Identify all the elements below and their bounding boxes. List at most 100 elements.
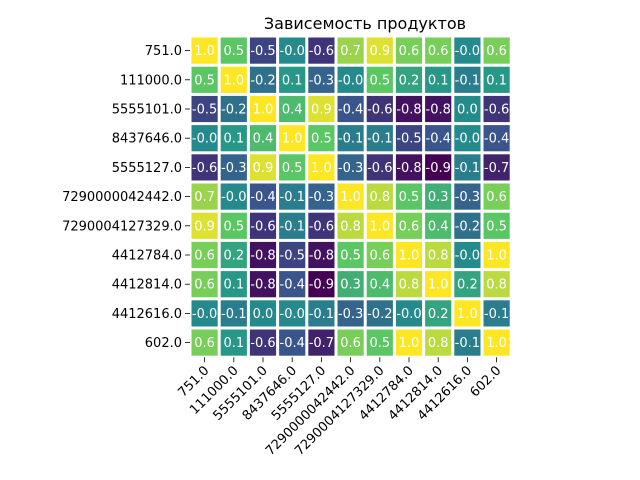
y-tick-label: 7290004127329.0 — [62, 219, 182, 234]
cell-value-label: -0.6 — [484, 103, 509, 118]
cell-value-label: -0.0 — [280, 44, 305, 59]
heatmap-cell — [395, 154, 423, 181]
cell-value-label: 0.6 — [399, 219, 420, 234]
heatmap-cell — [249, 300, 277, 327]
heatmap-cell — [395, 183, 423, 210]
cell-value-label: 0.6 — [194, 249, 215, 264]
cell-value-label: -0.1 — [455, 161, 480, 176]
cell-value-label: 0.8 — [486, 278, 507, 293]
cell-value-label: 0.4 — [282, 103, 303, 118]
y-tick-label: 5555127.0 — [112, 161, 182, 176]
cell-value-label: -0.3 — [309, 73, 334, 88]
heatmap-cell — [191, 241, 218, 269]
y-tick-labels: 751.0 111000.0 5555101.0 8437646.0 5555127.0… — [62, 44, 190, 351]
heatmap-cell — [279, 183, 306, 210]
heatmap-cell — [308, 125, 335, 152]
cell-value-label: 1.0 — [253, 103, 274, 118]
heatmap-cell — [395, 212, 423, 239]
heatmap-cell — [483, 125, 510, 152]
heatmap-cell — [454, 329, 481, 356]
heatmap-cell — [220, 271, 247, 298]
cell-value-label: 1.0 — [282, 132, 303, 147]
heatmap-cell — [395, 125, 423, 152]
heatmap-cell — [191, 183, 218, 210]
cell-value-label: 0.6 — [428, 44, 449, 59]
cell-value-label: -0.4 — [280, 336, 305, 351]
heatmap-cell — [425, 241, 452, 269]
cell-value-label: 0.4 — [369, 278, 390, 293]
heatmap-cell — [395, 95, 423, 123]
cell-value-label: -0.6 — [250, 336, 275, 351]
heatmap-cell — [395, 241, 423, 269]
cell-value-label: -0.3 — [221, 161, 246, 176]
cell-value-label: 0.5 — [282, 161, 303, 176]
heatmap-cell — [395, 66, 423, 93]
cell-value-label: 0.6 — [399, 44, 420, 59]
cell-value-label: 0.1 — [223, 336, 244, 351]
heatmap-cell — [249, 241, 277, 269]
cell-value-label: 0.9 — [369, 44, 390, 59]
cell-value-label: 0.5 — [369, 336, 390, 351]
heatmap-cell — [308, 183, 335, 210]
heatmap-cell — [279, 37, 306, 64]
heatmap-cell — [366, 300, 393, 327]
heatmap-cell — [483, 183, 510, 210]
cell-value-label: -0.3 — [338, 161, 363, 176]
cell-value-label: 0.4 — [428, 219, 449, 234]
cell-value-label: -0.5 — [396, 132, 421, 147]
cell-value-label: -0.7 — [484, 161, 509, 176]
heatmap-cell — [191, 125, 218, 152]
cell-value-label: -0.2 — [455, 219, 480, 234]
y-tick-label: 4412814.0 — [112, 278, 182, 293]
heatmap-cell — [220, 37, 247, 64]
heatmap-cell — [279, 329, 306, 356]
cell-value-label: -0.1 — [455, 73, 480, 88]
heatmap-cell — [337, 95, 364, 123]
cell-value-label: 0.2 — [428, 307, 449, 322]
heatmap-cell — [483, 95, 510, 123]
heatmap-cell — [220, 329, 247, 356]
heatmap-cell — [279, 154, 306, 181]
cell-value-label: -0.6 — [367, 103, 392, 118]
heatmap-cell — [220, 95, 247, 123]
heatmap-cell — [337, 329, 364, 356]
cell-value-label: -0.0 — [455, 249, 480, 264]
heatmap-cell — [308, 37, 335, 64]
y-tick-label: 111000.0 — [120, 73, 182, 88]
cell-value-label: 0.1 — [428, 73, 449, 88]
heatmap-cell — [483, 300, 510, 327]
heatmap-cell — [220, 125, 247, 152]
cell-value-label: -0.0 — [221, 190, 246, 205]
cell-value-label: 0.8 — [428, 249, 449, 264]
cell-value-label: -0.5 — [250, 44, 275, 59]
heatmap-cell — [483, 154, 510, 181]
cell-value-label: 0.5 — [486, 219, 507, 234]
heatmap-cell — [366, 95, 393, 123]
x-tick-label: 602.0 — [468, 363, 505, 400]
heatmap-cell — [337, 125, 364, 152]
cell-value-label: 0.6 — [340, 336, 361, 351]
heatmap-cell — [191, 212, 218, 239]
cell-value-label: -0.8 — [396, 103, 421, 118]
heatmap-cell — [308, 95, 335, 123]
y-tick-label: 4412616.0 — [112, 307, 182, 322]
cell-value-label: 0.1 — [223, 132, 244, 147]
heatmap-cell — [425, 271, 452, 298]
heatmap-cell — [191, 66, 218, 93]
cell-value-label: 0.7 — [194, 190, 215, 205]
cell-value-label: -0.1 — [484, 307, 509, 322]
cell-value-label: -0.1 — [280, 190, 305, 205]
heatmap-cell — [191, 154, 218, 181]
heatmap-cell — [454, 66, 481, 93]
cell-value-label: -0.2 — [221, 103, 246, 118]
y-tick-label: 4412784.0 — [112, 249, 182, 264]
cell-value-label: -0.6 — [309, 44, 334, 59]
heatmap-cell — [308, 154, 335, 181]
cell-value-label: -0.3 — [455, 190, 480, 205]
cell-value-label: 0.1 — [282, 73, 303, 88]
cell-value-label: -0.8 — [250, 278, 275, 293]
heatmap-cell — [425, 125, 452, 152]
heatmap-cells: 1.0 0.5 -0.5 -0.0 -0.6 0.7 0.9 0.6 0.6 -0.0 0.6 0.5… — [191, 37, 510, 356]
heatmap-cell — [249, 183, 277, 210]
heatmap-cell — [279, 212, 306, 239]
